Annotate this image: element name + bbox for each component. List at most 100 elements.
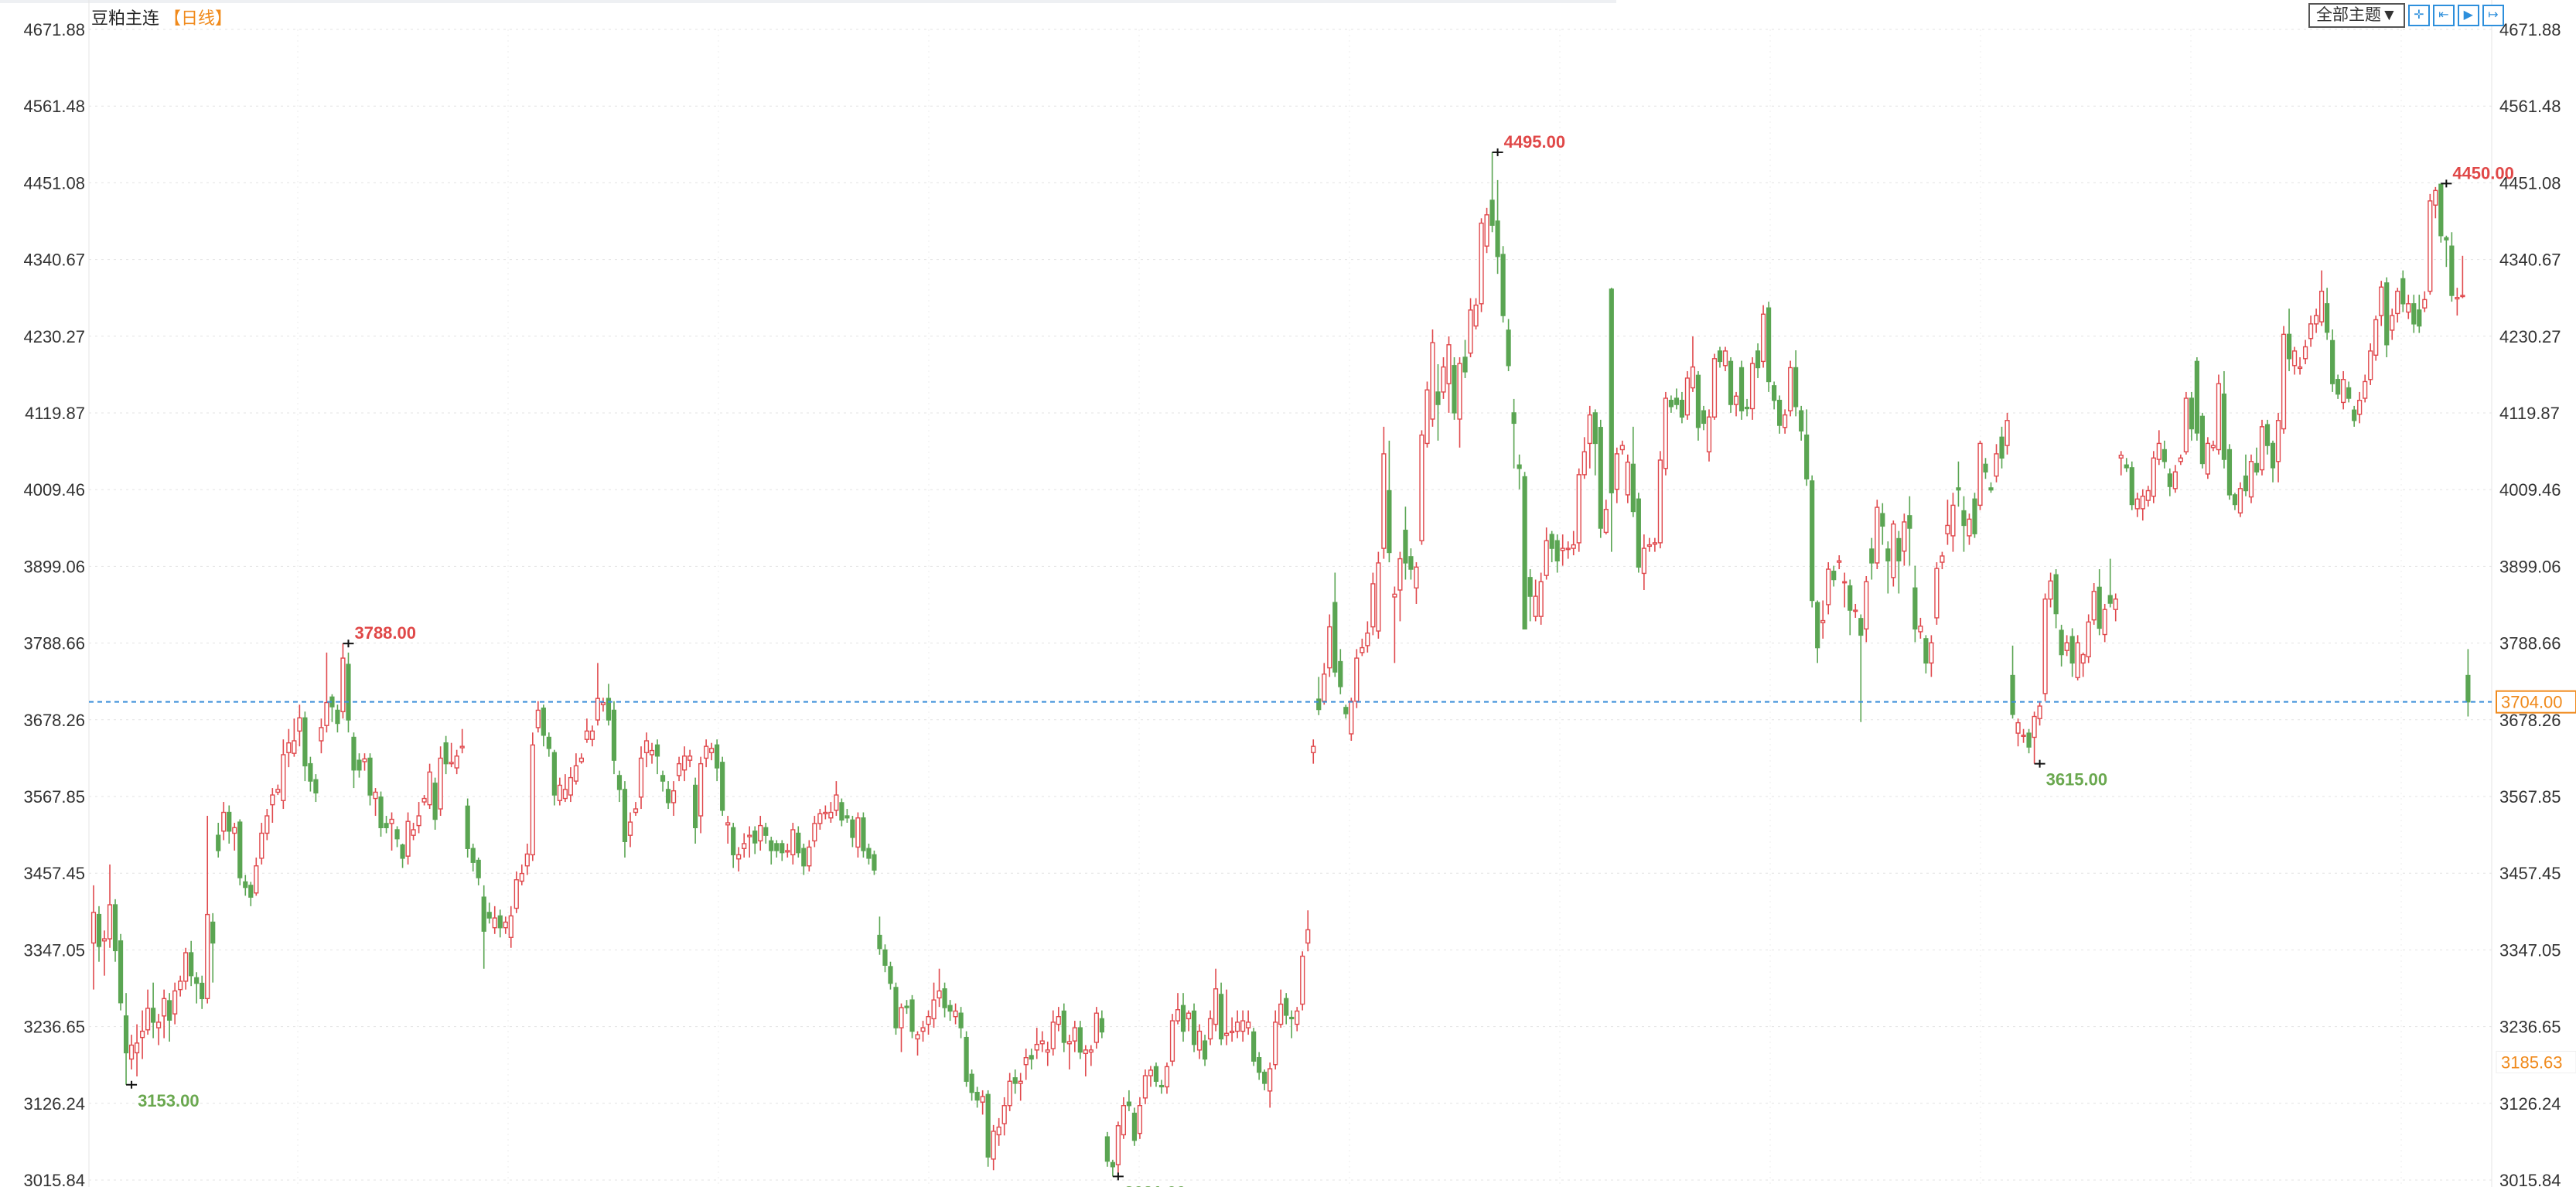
candle-body <box>1169 1020 1175 1062</box>
candle <box>1094 1007 1099 1049</box>
candle <box>1722 346 1728 371</box>
candle <box>1077 1021 1083 1059</box>
candle <box>958 1007 964 1039</box>
candle <box>1646 537 1652 552</box>
play-icon[interactable]: ▶ <box>2457 5 2479 26</box>
candle <box>2406 295 2411 319</box>
candle-body <box>1468 309 1473 354</box>
candle <box>595 663 601 726</box>
candle-body <box>1793 367 1799 408</box>
candle-body <box>1744 406 1750 410</box>
candle-body <box>2097 586 2102 629</box>
candle <box>1430 329 1435 427</box>
candle <box>1538 572 1544 625</box>
forward-end-icon[interactable]: ↦ <box>2482 5 2504 26</box>
candle-body <box>1158 1084 1165 1088</box>
candle-body <box>1240 1020 1246 1032</box>
candle <box>541 704 546 747</box>
candle-body <box>1517 464 1522 469</box>
candle <box>1701 405 1707 431</box>
candle-body <box>1711 358 1718 418</box>
candle-body <box>519 872 524 882</box>
candle-body <box>627 821 633 836</box>
candle <box>1468 298 1473 357</box>
candle <box>1826 562 1831 615</box>
candle <box>1728 356 1734 413</box>
left-tick-label: 4561.48 <box>23 97 85 116</box>
candle-body <box>351 736 357 771</box>
candle <box>2086 614 2091 663</box>
candle-body <box>486 912 492 919</box>
candle-body <box>2048 580 2053 600</box>
candle-body <box>394 829 400 840</box>
candle-body <box>1565 547 1571 551</box>
candle-body <box>693 784 698 829</box>
candle <box>292 718 297 757</box>
candle <box>1554 534 1560 573</box>
candle <box>1207 1010 1213 1045</box>
candle <box>947 1000 953 1022</box>
candle-body <box>974 1091 980 1101</box>
candle-body <box>96 913 102 947</box>
candle-body <box>2406 303 2411 313</box>
candle <box>492 906 497 934</box>
candle-body <box>1858 618 1864 636</box>
candle <box>2210 440 2216 452</box>
candle <box>1934 562 1940 625</box>
candle <box>850 816 855 848</box>
candle <box>1533 579 1538 622</box>
candle <box>1278 989 1284 1028</box>
candle-body <box>1533 595 1538 617</box>
candle <box>2064 635 2069 657</box>
candle-body <box>367 757 373 796</box>
candle-body <box>2449 245 2455 296</box>
candle <box>1376 551 1381 639</box>
candle <box>2465 649 2471 717</box>
theme-dropdown[interactable]: 全部主题▼ <box>2308 3 2405 28</box>
candle <box>2455 288 2460 316</box>
candle <box>654 739 660 775</box>
candle-body <box>2172 471 2178 489</box>
candle <box>1175 993 1181 1025</box>
candle <box>2140 489 2145 521</box>
candle-body <box>904 1005 909 1008</box>
candle <box>823 805 828 820</box>
candle <box>1641 534 1646 591</box>
candle <box>183 947 189 990</box>
candle-body <box>1311 745 1316 753</box>
candle <box>346 652 351 733</box>
candle-body <box>1229 1030 1235 1034</box>
candle-body <box>200 982 205 1000</box>
candle-body <box>1077 1027 1083 1053</box>
candle-body <box>622 789 628 842</box>
candle <box>1684 370 1691 420</box>
candle <box>481 885 486 969</box>
chart-toolbar: 全部主题▼ ✛ ⇤ ▶ ↦ <box>2308 3 2504 28</box>
candle-body <box>1262 1071 1268 1084</box>
candle-body <box>308 762 313 782</box>
candle <box>1988 482 1994 493</box>
candle <box>259 823 264 865</box>
zoom-range-icon[interactable]: ⇤ <box>2432 5 2455 26</box>
candle-body <box>492 917 497 929</box>
candle <box>405 812 411 865</box>
crosshair-icon[interactable]: ✛ <box>2407 5 2430 26</box>
candle-body <box>389 818 394 824</box>
candle <box>1755 343 1761 378</box>
candle-body <box>1305 929 1311 944</box>
candle <box>2216 374 2222 455</box>
candle-body <box>112 904 118 952</box>
candle-body <box>2032 715 2037 738</box>
candle-body <box>1278 1003 1284 1025</box>
candle <box>2237 482 2243 517</box>
candle <box>1810 475 1815 608</box>
candle <box>1733 391 1739 417</box>
candle <box>1424 381 1430 448</box>
candle <box>2270 440 2276 483</box>
candle <box>942 982 947 1018</box>
candle <box>2335 374 2341 399</box>
candle <box>107 864 113 948</box>
candle-body <box>780 843 785 854</box>
candle <box>1815 600 1820 663</box>
